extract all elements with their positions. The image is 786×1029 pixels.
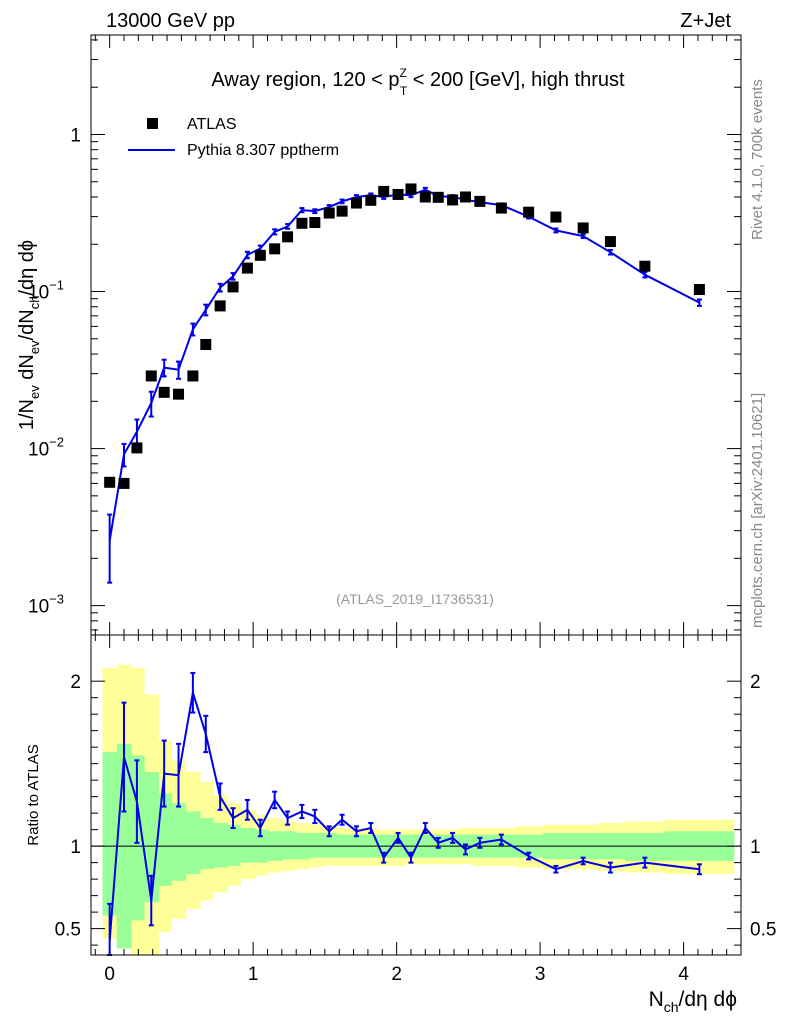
atlas-data-point (200, 338, 212, 350)
atlas-data-point (214, 300, 226, 312)
atlas-data-point (604, 236, 616, 248)
atlas-data-point (131, 442, 143, 454)
atlas-data-point (187, 370, 199, 382)
ratio-green-band (171, 803, 187, 881)
ratio-y-tick-label-right: 2 (750, 672, 761, 693)
main-y-ticks: 1 10−1 10−2 10−3 (28, 125, 741, 618)
main-y-axis-label: 1/Nev dNev/dNch/dη dϕ (16, 240, 42, 430)
atlas-data-point (323, 207, 335, 219)
atlas-data-point (550, 211, 562, 223)
x-tick-label: 4 (678, 964, 689, 985)
x-tick-label: 3 (535, 964, 546, 985)
ratio-minor-ticks (91, 697, 741, 946)
atlas-data-point (269, 243, 281, 255)
atlas-data-point (158, 386, 170, 398)
legend: ATLAS Pythia 8.307 pptherm (128, 116, 339, 159)
ratio-x-ticks: 0 1 2 3 4 (94, 635, 728, 985)
header-left: 13000 GeV pp (106, 10, 235, 32)
atlas-data-point (577, 222, 589, 234)
atlas-data-point (419, 191, 431, 203)
atlas-data-point (254, 249, 266, 261)
main-title: Away region, 120 < pZ T < 200 [GeV], high… (211, 66, 625, 98)
ratio-green-band (102, 752, 118, 916)
atlas-data-point (432, 191, 444, 203)
legend-atlas-label: ATLAS (187, 116, 237, 133)
ratio-green-band (227, 824, 241, 866)
ratio-frame (90, 634, 742, 956)
ratio-green-band (240, 827, 256, 863)
main-minor-ticks (91, 35, 741, 635)
main-y-tick-label: 10−1 (28, 278, 64, 304)
ratio-green-band (158, 793, 172, 886)
main-y-tick-label: 1 (70, 125, 81, 146)
ratio-uncertainty-bands (102, 664, 735, 955)
x-tick-label: 1 (248, 964, 259, 985)
atlas-data-point (523, 206, 535, 218)
atlas-data-point (282, 231, 294, 243)
rivet-version-label: Rivet 4.1.0, 700k events (749, 79, 766, 240)
atlas-data-point (104, 476, 116, 488)
main-panel: Away region, 120 < pZ T < 200 [GeV], high… (16, 34, 742, 636)
main-y-tick-exponent: −1 (49, 278, 64, 293)
atlas-data-point (378, 185, 390, 197)
ratio-green-band (309, 832, 323, 858)
legend-pythia-label: Pythia 8.307 pptherm (187, 142, 339, 159)
x-tick-label: 0 (104, 964, 115, 985)
ratio-green-band (185, 811, 201, 875)
ratio-panel: 0.5 0.5 1 1 2 2 0 1 2 3 4 Ratio to ATLAS Nch/dη d… (25, 634, 777, 1015)
header-right: Z+Jet (680, 10, 731, 32)
ratio-mc-series (107, 671, 702, 956)
x-axis-label: Nch/dη dϕ (649, 988, 737, 1015)
atlas-data-point (460, 191, 472, 203)
main-data-series (104, 183, 705, 489)
atlas-data-point (241, 262, 253, 274)
ratio-y-tick-label-right: 0.5 (750, 920, 776, 941)
atlas-data-point (365, 194, 377, 206)
ratio-y-tick-label-right: 1 (750, 837, 761, 858)
atlas-data-point (118, 477, 130, 489)
atlas-data-point (296, 217, 308, 229)
ratio-y-ticks: 0.5 0.5 1 1 2 2 (55, 672, 777, 940)
main-y-tick-label: 10−3 (28, 592, 64, 618)
ratio-green-band (322, 832, 337, 858)
atlas-data-point (173, 388, 185, 400)
ratio-green-band (212, 823, 228, 868)
main-y-tick-exponent: −3 (49, 592, 64, 607)
main-y-tick-label: 10−2 (28, 435, 64, 461)
atlas-data-point (309, 217, 321, 229)
main-mc-series (107, 186, 702, 584)
atlas-data-point (405, 183, 417, 195)
analysis-reference: (ATLAS_2019_I1736531) (336, 591, 494, 607)
atlas-data-point (145, 370, 157, 382)
x-tick-label: 2 (391, 964, 402, 985)
ratio-green-band (200, 818, 214, 870)
atlas-data-point (474, 195, 486, 207)
atlas-data-point (495, 202, 507, 214)
atlas-data-point (639, 260, 651, 272)
ratio-green-band (281, 831, 296, 860)
atlas-data-point (693, 284, 705, 296)
ratio-y-tick-label: 0.5 (55, 920, 81, 941)
ratio-y-axis-label: Ratio to ATLAS (25, 744, 42, 845)
ratio-y-tick-label: 2 (70, 672, 81, 693)
legend-atlas-marker (147, 118, 158, 129)
atlas-data-point (350, 197, 362, 209)
ratio-green-band (624, 832, 666, 861)
atlas-data-point (392, 188, 404, 200)
atlas-data-point (447, 194, 459, 206)
ratio-y-tick-label: 1 (70, 837, 81, 858)
atlas-data-point (227, 281, 239, 293)
main-y-tick-exponent: −2 (49, 435, 64, 450)
mcplots-label: mcplots.cern.ch [arXiv:2401.10621] (749, 393, 766, 628)
atlas-data-point (336, 205, 348, 217)
